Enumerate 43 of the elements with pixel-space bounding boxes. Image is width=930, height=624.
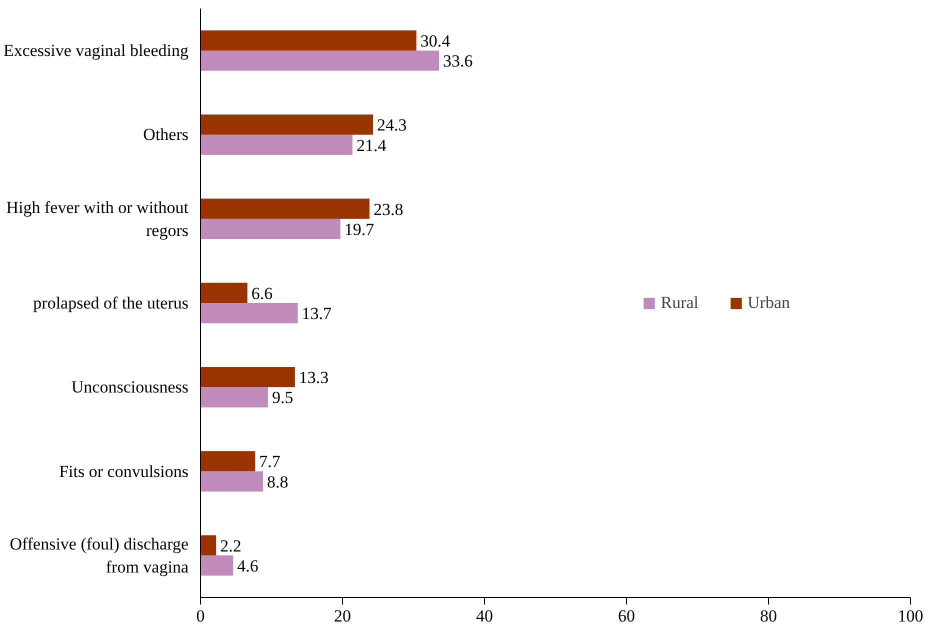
data-label: 24.3 [377, 116, 407, 135]
bar [200, 303, 298, 324]
bar [200, 282, 248, 303]
data-label: 9.5 [272, 388, 294, 408]
y-tick-label: Offensive (foul) discharge from vagina [10, 534, 189, 576]
x-tick-label: 20 [334, 606, 351, 624]
data-label: 23.8 [373, 200, 404, 219]
data-label: 8.8 [266, 472, 288, 492]
x-tick-label: 100 [898, 606, 924, 624]
bar [200, 198, 370, 219]
x-tick-label: 80 [760, 606, 777, 624]
bar [200, 387, 268, 408]
bar [200, 535, 216, 556]
data-label: 13.7 [302, 304, 332, 324]
bar [200, 218, 340, 240]
data-label: 6.6 [251, 284, 273, 303]
legend-label: Rural [660, 292, 699, 312]
bar [200, 555, 234, 576]
data-label: 30.4 [420, 31, 451, 50]
data-label: 2.2 [220, 536, 242, 556]
y-tick-label: Others [143, 125, 189, 144]
bar [200, 471, 263, 492]
x-tick-label: 60 [618, 606, 635, 624]
data-label: 19.7 [344, 220, 375, 239]
y-tick-label: Excessive vaginal bleeding [3, 41, 189, 60]
x-tick-label: 0 [196, 606, 205, 624]
bar [200, 114, 374, 135]
y-tick-label: High fever with or without regors [6, 198, 189, 240]
y-tick-label: Unconsciousness [71, 378, 189, 397]
bar [200, 134, 352, 155]
data-label: 13.3 [298, 368, 329, 388]
bar [200, 366, 295, 388]
y-tick-label: prolapsed of the uterus [33, 294, 189, 312]
data-label: 33.6 [443, 52, 473, 71]
bar [200, 50, 440, 71]
bar [200, 451, 256, 472]
data-label: 7.7 [259, 452, 281, 472]
y-tick-label: Fits or convulsions [59, 462, 189, 481]
legend-label: Urban [748, 292, 790, 312]
bar [200, 30, 416, 51]
data-label: 4.6 [237, 556, 258, 576]
data-label: 21.4 [356, 136, 387, 155]
x-tick-label: 40 [476, 606, 493, 624]
